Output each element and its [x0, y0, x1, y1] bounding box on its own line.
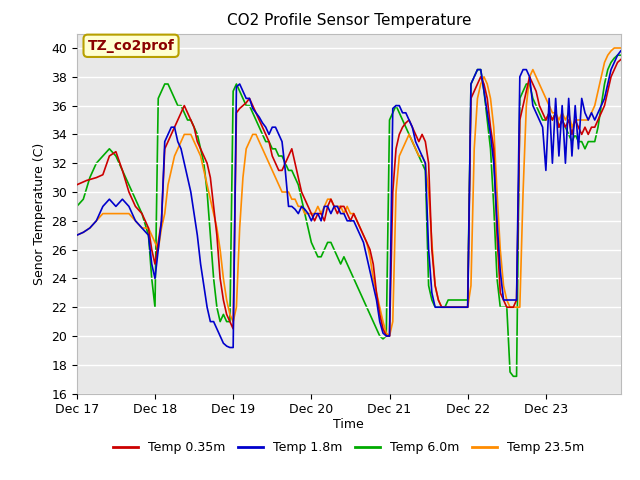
Title: CO2 Profile Sensor Temperature: CO2 Profile Sensor Temperature: [227, 13, 471, 28]
Text: TZ_co2prof: TZ_co2prof: [88, 39, 175, 53]
X-axis label: Time: Time: [333, 418, 364, 431]
Y-axis label: Senor Temperature (C): Senor Temperature (C): [33, 143, 45, 285]
Legend: Temp 0.35m, Temp 1.8m, Temp 6.0m, Temp 23.5m: Temp 0.35m, Temp 1.8m, Temp 6.0m, Temp 2…: [108, 436, 589, 459]
